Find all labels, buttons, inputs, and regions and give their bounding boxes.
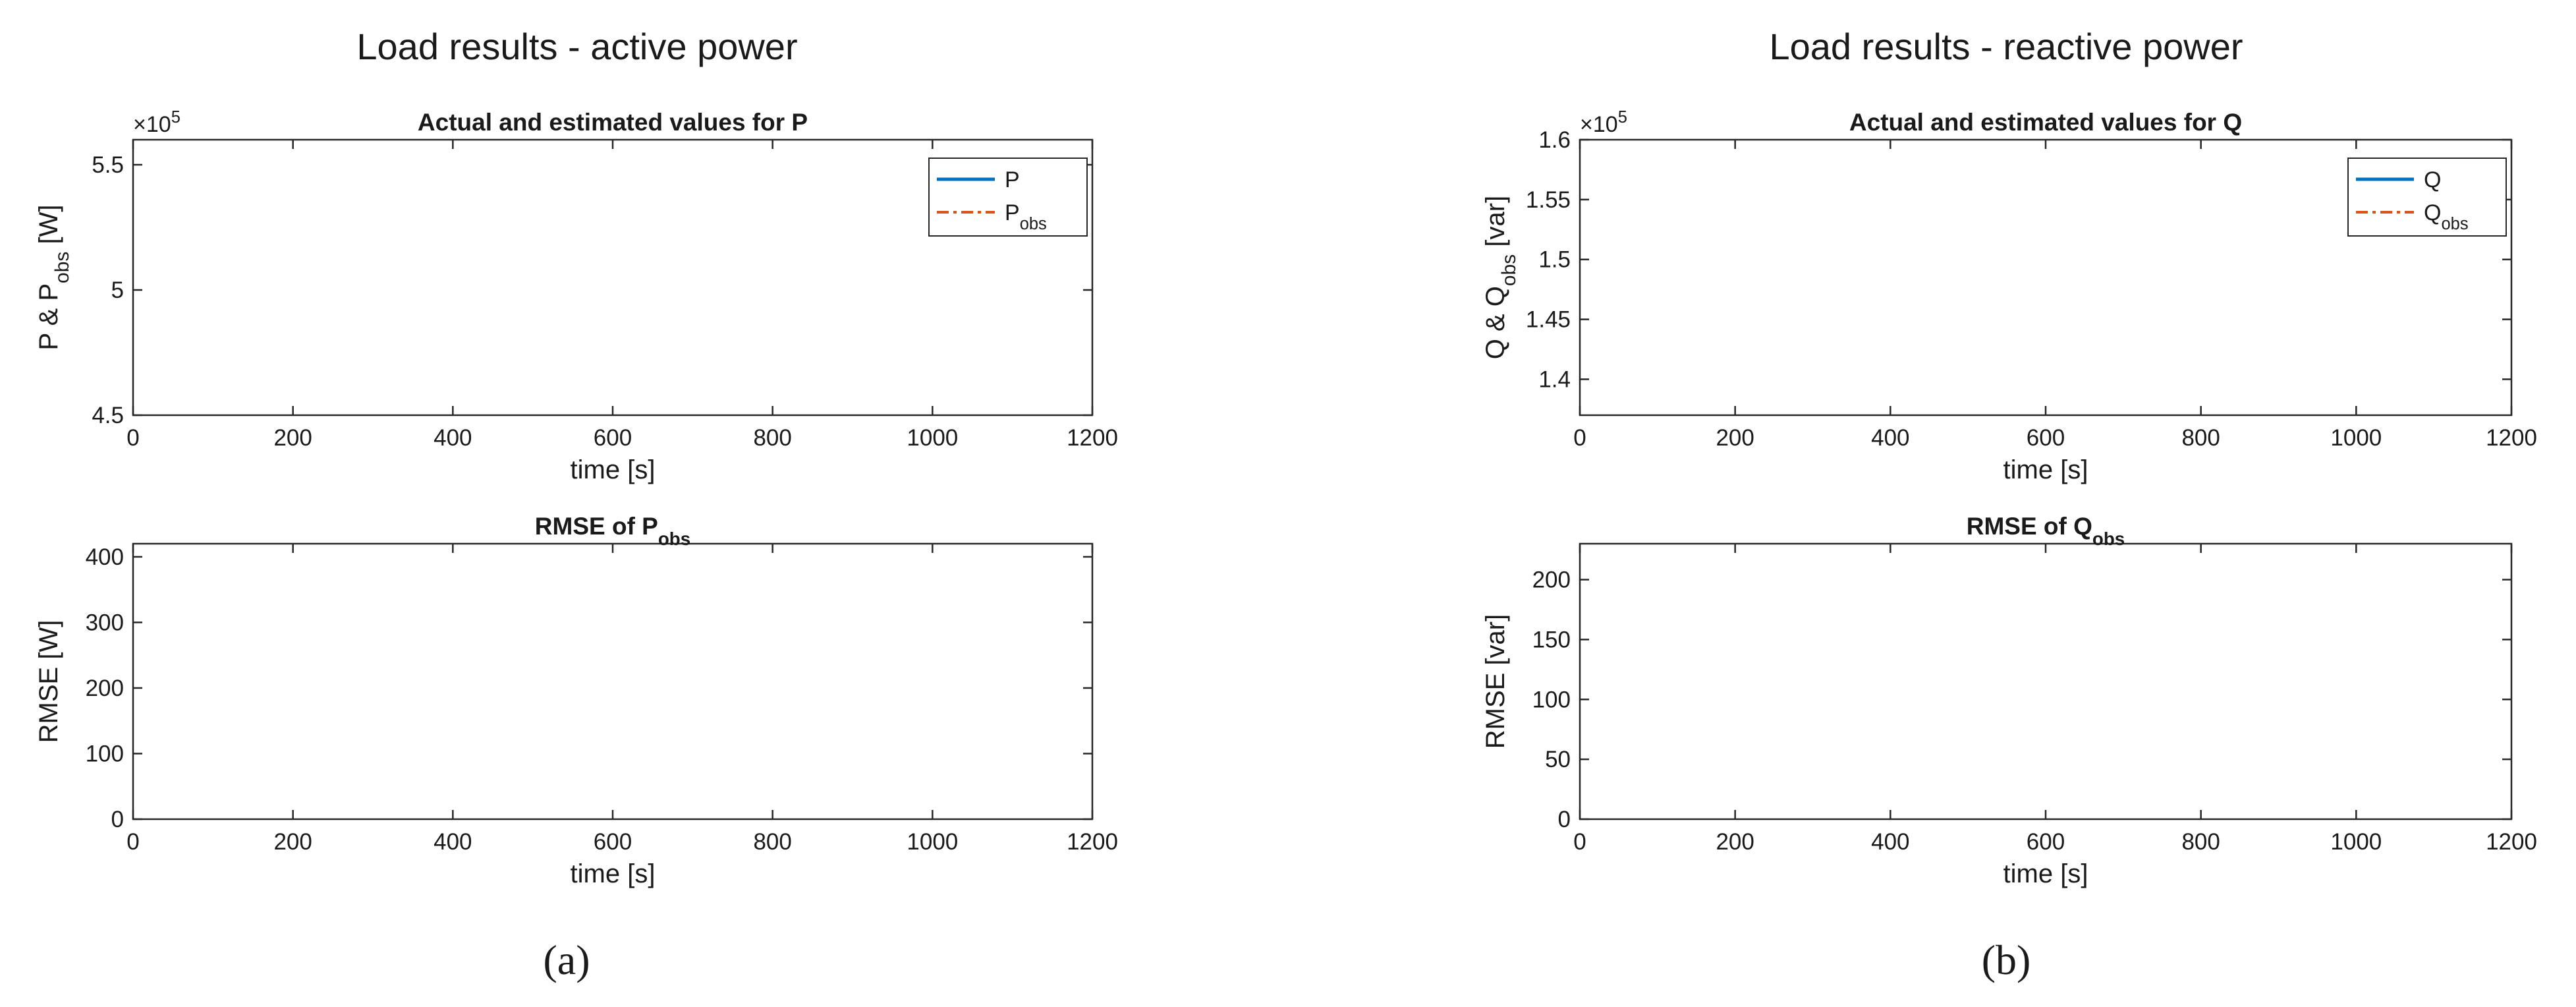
q-rmse-y-axis-label: RMSE [var] [1481,614,1510,749]
q-est-ytick-label: 1.4 [1538,366,1571,392]
p-rmse-ytick-label: 100 [86,741,124,766]
p-est-y-axis-label-sub: obs [51,252,73,283]
q-est-legend-label-sub: obs [2441,215,2468,233]
p-rmse-xtick-label: 800 [753,829,791,855]
q-rmse-xtick-label: 0 [1573,829,1586,855]
panel-a-caption: (a) [543,936,590,983]
q-est-xtick-label: 0 [1573,425,1586,451]
p-rmse-ytick-label: 0 [111,807,124,832]
p-est-plot-title: Actual and estimated values for P [418,109,808,136]
q-est-ytick-label: 1.55 [1526,187,1571,213]
p-est-xtick-label: 1200 [1067,425,1118,451]
q-est-ytick-label: 1.45 [1526,307,1571,333]
q-est-xtick-label: 600 [2027,425,2065,451]
p-est-xtick-label: 400 [434,425,472,451]
p-rmse-ytick-label: 400 [86,544,124,570]
p-rmse-xtick-label: 200 [273,829,312,855]
q-rmse-xtick-label: 600 [2027,829,2065,855]
q-est-xtick-label: 400 [1871,425,1909,451]
p-est-legend-label-sub: obs [1020,215,1047,233]
q-est-ytick-label: 1.6 [1538,127,1571,153]
p-rmse-x-axis-label: time [s] [571,859,656,888]
panel-a-title: Load results - active power [356,26,797,67]
q-rmse-xtick-label: 1000 [2330,829,2382,855]
p-est-ytick-label: 5.5 [92,152,124,178]
q-est-y-axis-label-sub: obs [1498,254,1520,286]
q-rmse-xtick-label: 800 [2181,829,2220,855]
q-est-exponent-label: ×105 [1580,108,1627,137]
p-est-x-axis-label: time [s] [571,455,656,484]
q-est-legend-box [2347,158,2507,237]
q-rmse-xtick-label: 1200 [2486,829,2537,855]
p-est-ytick-label: 5 [111,277,124,303]
q-rmse-xtick-label: 200 [1716,829,1754,855]
p-est-legend-label-actual: P [1005,167,1020,192]
panel-b-caption: (b) [1982,936,2031,983]
p-rmse-xtick-label: 0 [126,829,139,855]
q-est-xtick-label: 1200 [2486,425,2537,451]
p-est-xtick-label: 1000 [907,425,958,451]
p-est-xtick-label: 800 [753,425,791,451]
p-est-ytick-label: 4.5 [92,403,124,428]
q-rmse-ytick-label: 100 [1532,687,1571,712]
q-est-y-axis-label: Q & Qobs [var] [1481,196,1520,359]
q-est-legend-label-actual: Q [2424,167,2441,192]
p-rmse-xtick-label: 600 [594,829,632,855]
q-rmse-plot-title-sub: obs [2092,529,2125,549]
chart-p-estimate: 0 200 400 600 800 1000 1200 4.5 5 5.5 ×105 Actual a… [34,108,1118,484]
p-rmse-xtick-label: 1200 [1067,829,1118,855]
q-est-plot-title: Actual and estimated values for Q [1849,109,2242,136]
q-rmse-ytick-label: 0 [1558,807,1571,832]
panel-b-title: Load results - reactive power [1769,26,2243,67]
q-rmse-ytick-label: 50 [1545,747,1571,772]
q-rmse-x-axis-label: time [s] [2003,859,2088,888]
p-rmse-y-axis-label: RMSE [W] [34,620,63,743]
q-est-xtick-label: 1000 [2330,425,2382,451]
q-est-ytick-label: 1.5 [1538,247,1571,273]
q-rmse-axes-frame [1579,542,2513,820]
p-rmse-xtick-label: 400 [434,829,472,855]
p-rmse-ytick-label: 300 [86,610,124,635]
p-est-xtick-label: 200 [273,425,312,451]
p-est-xtick-label: 600 [594,425,632,451]
p-est-exponent-label: ×105 [133,108,181,137]
p-rmse-ytick-label: 200 [86,676,124,701]
p-est-exponent-power: 5 [171,108,181,127]
p-rmse-plot-title-sub: obs [658,529,690,549]
q-rmse-ytick-label: 200 [1532,567,1571,593]
q-est-xtick-label: 800 [2181,425,2220,451]
p-est-legend-box [928,158,1088,237]
q-est-exponent-power: 5 [1618,108,1627,127]
p-est-y-axis-label: P & Pobs [W] [34,204,73,350]
p-rmse-axes-frame [132,542,1094,820]
p-rmse-xtick-label: 1000 [907,829,958,855]
chart-q-estimate: 0 200 400 600 800 1000 1200 1.4 1.45 1.5 1.55 1.6 ×1… [1481,108,2537,484]
q-est-y-axis-label-sub-tail: [var] [1481,196,1510,254]
q-rmse-xtick-label: 400 [1871,829,1909,855]
q-est-x-axis-label: time [s] [2003,455,2088,484]
p-est-xtick-label: 0 [126,425,139,451]
q-rmse-ytick-label: 150 [1532,627,1571,652]
p-est-y-axis-label-sub-tail: [W] [34,204,63,251]
q-est-xtick-label: 200 [1716,425,1754,451]
